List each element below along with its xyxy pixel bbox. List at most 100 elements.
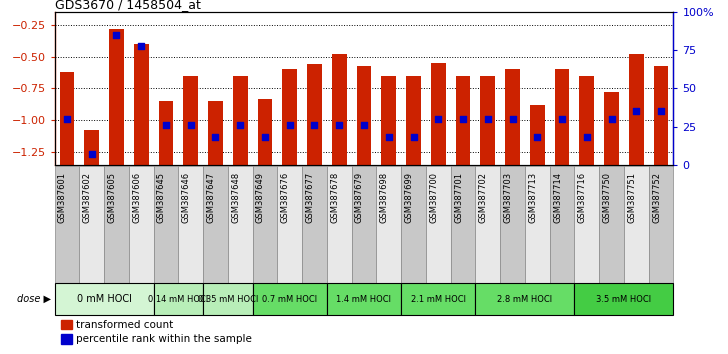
Point xyxy=(606,116,617,122)
FancyBboxPatch shape xyxy=(574,283,673,315)
Point xyxy=(556,116,568,122)
FancyBboxPatch shape xyxy=(550,166,574,283)
Bar xyxy=(109,29,124,165)
Text: GSM387645: GSM387645 xyxy=(157,172,166,223)
Bar xyxy=(629,54,644,165)
Text: GSM387676: GSM387676 xyxy=(281,172,290,223)
Point xyxy=(457,116,469,122)
Text: GSM387677: GSM387677 xyxy=(306,172,314,223)
Point xyxy=(86,151,98,157)
FancyBboxPatch shape xyxy=(426,166,451,283)
Bar xyxy=(159,101,173,165)
Bar xyxy=(307,64,322,165)
Text: 3.5 mM HOCl: 3.5 mM HOCl xyxy=(596,295,652,304)
FancyBboxPatch shape xyxy=(574,166,599,283)
Text: GSM387601: GSM387601 xyxy=(58,172,67,223)
Bar xyxy=(530,105,545,165)
Point xyxy=(358,122,370,128)
Point xyxy=(160,122,172,128)
Bar xyxy=(84,130,99,165)
FancyBboxPatch shape xyxy=(500,166,525,283)
FancyBboxPatch shape xyxy=(649,166,673,283)
Text: 0.7 mM HOCl: 0.7 mM HOCl xyxy=(262,295,317,304)
Text: GSM387698: GSM387698 xyxy=(380,172,389,223)
Bar xyxy=(480,76,495,165)
FancyBboxPatch shape xyxy=(401,283,475,315)
Text: 1.4 mM HOCl: 1.4 mM HOCl xyxy=(336,295,392,304)
Bar xyxy=(332,54,347,165)
Point xyxy=(61,116,73,122)
FancyBboxPatch shape xyxy=(253,283,327,315)
FancyBboxPatch shape xyxy=(302,166,327,283)
FancyBboxPatch shape xyxy=(624,166,649,283)
Text: 2.1 mM HOCl: 2.1 mM HOCl xyxy=(411,295,466,304)
Bar xyxy=(431,63,446,165)
Text: GSM387647: GSM387647 xyxy=(207,172,215,223)
FancyBboxPatch shape xyxy=(525,166,550,283)
Point xyxy=(210,135,221,140)
Bar xyxy=(505,69,520,165)
Text: GSM387679: GSM387679 xyxy=(355,172,364,223)
FancyBboxPatch shape xyxy=(277,166,302,283)
Text: 0.35 mM HOCl: 0.35 mM HOCl xyxy=(198,295,258,304)
FancyBboxPatch shape xyxy=(475,166,500,283)
Point xyxy=(259,135,271,140)
Bar xyxy=(208,101,223,165)
Point xyxy=(135,43,147,49)
Text: 0 mM HOCl: 0 mM HOCl xyxy=(76,294,132,304)
Text: GSM387702: GSM387702 xyxy=(479,172,488,223)
Text: GSM387716: GSM387716 xyxy=(578,172,587,223)
Point xyxy=(333,122,345,128)
Bar xyxy=(555,69,569,165)
Bar xyxy=(579,76,594,165)
Bar xyxy=(258,99,272,165)
Point xyxy=(531,135,543,140)
Text: GSM387606: GSM387606 xyxy=(132,172,141,223)
Text: GSM387713: GSM387713 xyxy=(529,172,537,223)
FancyBboxPatch shape xyxy=(253,166,277,283)
Bar xyxy=(60,72,74,165)
FancyBboxPatch shape xyxy=(599,166,624,283)
FancyBboxPatch shape xyxy=(401,166,426,283)
FancyBboxPatch shape xyxy=(154,283,203,315)
Text: GSM387648: GSM387648 xyxy=(232,172,240,223)
Text: GDS3670 / 1458504_at: GDS3670 / 1458504_at xyxy=(55,0,200,11)
Bar xyxy=(381,76,396,165)
FancyBboxPatch shape xyxy=(129,166,154,283)
FancyBboxPatch shape xyxy=(376,166,401,283)
Text: GSM387703: GSM387703 xyxy=(504,172,513,223)
Text: transformed count: transformed count xyxy=(76,320,173,330)
Bar xyxy=(233,76,248,165)
FancyBboxPatch shape xyxy=(55,283,154,315)
Text: GSM387700: GSM387700 xyxy=(430,172,438,223)
Text: GSM387701: GSM387701 xyxy=(454,172,463,223)
Text: GSM387602: GSM387602 xyxy=(83,172,92,223)
Text: GSM387714: GSM387714 xyxy=(553,172,562,223)
Bar xyxy=(604,92,619,165)
Bar xyxy=(456,76,470,165)
FancyBboxPatch shape xyxy=(475,283,574,315)
Point xyxy=(630,108,642,114)
Point xyxy=(581,135,593,140)
Text: GSM387751: GSM387751 xyxy=(628,172,636,223)
Bar xyxy=(282,69,297,165)
Text: GSM387605: GSM387605 xyxy=(108,172,116,223)
Text: 0.14 mM HOCl: 0.14 mM HOCl xyxy=(149,295,208,304)
FancyBboxPatch shape xyxy=(79,166,104,283)
Point xyxy=(408,135,419,140)
Point xyxy=(432,116,444,122)
Bar xyxy=(654,65,668,165)
Point xyxy=(309,122,320,128)
FancyBboxPatch shape xyxy=(451,166,475,283)
FancyBboxPatch shape xyxy=(203,166,228,283)
FancyBboxPatch shape xyxy=(327,166,352,283)
FancyBboxPatch shape xyxy=(327,283,401,315)
FancyBboxPatch shape xyxy=(104,166,129,283)
Text: 2.8 mM HOCl: 2.8 mM HOCl xyxy=(497,295,553,304)
Point xyxy=(284,122,296,128)
Text: GSM387750: GSM387750 xyxy=(603,172,612,223)
Point xyxy=(111,32,122,38)
FancyBboxPatch shape xyxy=(203,283,253,315)
Point xyxy=(185,122,197,128)
Text: GSM387752: GSM387752 xyxy=(652,172,661,223)
